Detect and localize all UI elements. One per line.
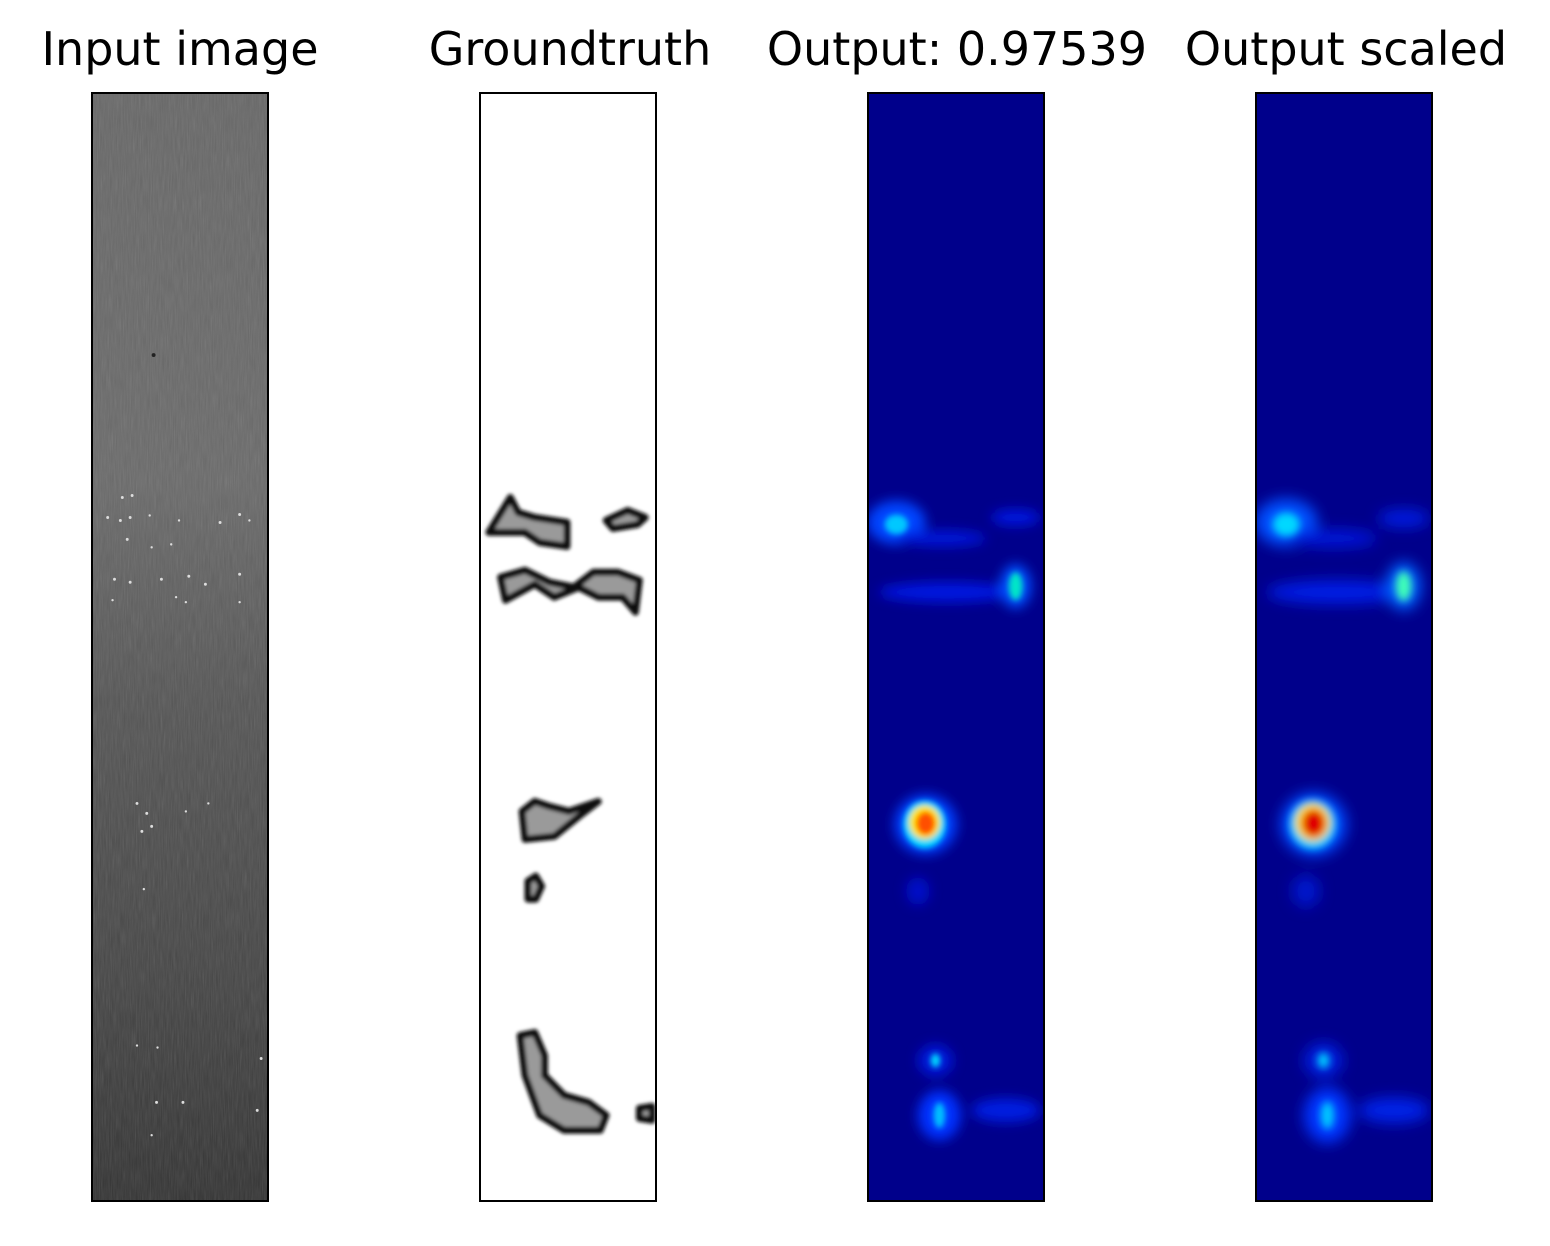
output-scaled-heatmap	[1257, 94, 1431, 1200]
groundtruth-panel	[479, 92, 657, 1202]
output-heatmap	[869, 94, 1043, 1200]
defect-speckles	[106, 353, 263, 1137]
output-scaled-panel	[1255, 92, 1433, 1202]
output-scaled-title: Output scaled	[1184, 22, 1508, 76]
groundtruth-title: Groundtruth	[428, 22, 712, 76]
input-image-title: Input image	[41, 22, 319, 76]
output-panel	[867, 92, 1045, 1202]
output-activations-core	[884, 514, 1023, 1129]
output-title: Output: 0.97539	[766, 22, 1148, 76]
input-image	[93, 94, 267, 1200]
input-image-panel	[91, 92, 269, 1202]
scaled-activations-core	[1272, 512, 1412, 1130]
groundtruth-image	[481, 94, 655, 1200]
groundtruth-regions	[485, 494, 655, 1134]
